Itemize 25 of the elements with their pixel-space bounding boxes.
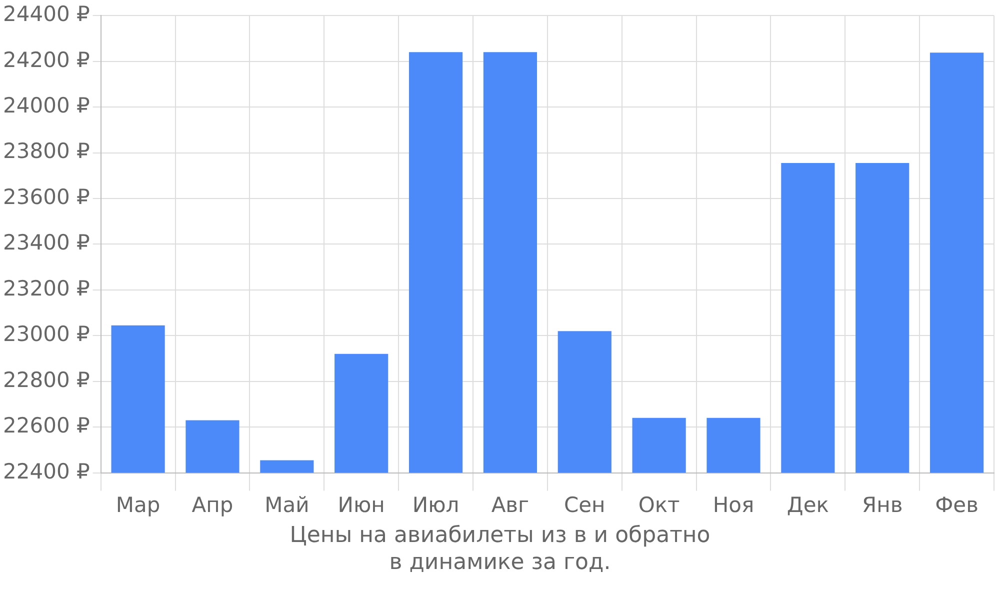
- x-tick-label: Авг: [491, 492, 530, 517]
- x-tick-label: Июн: [338, 492, 385, 517]
- y-tick-label: 22600 ₽: [2, 414, 90, 438]
- x-tick-label: Дек: [786, 492, 829, 517]
- y-tick-label: 24000 ₽: [2, 93, 90, 118]
- y-tick-label: 23800 ₽: [2, 139, 90, 164]
- y-tick-label: 24200 ₽: [2, 48, 90, 72]
- y-tick-label: 23200 ₽: [2, 276, 90, 300]
- y-tick-label: 23000 ₽: [2, 322, 90, 346]
- x-tick-label: Ноя: [712, 492, 754, 517]
- y-tick-label: 24400 ₽: [2, 2, 90, 26]
- x-tick-label: Май: [264, 492, 310, 517]
- x-tick-label: Фев: [935, 492, 978, 517]
- x-tick-label: Июл: [412, 492, 460, 517]
- y-tick-label: 22800 ₽: [2, 368, 90, 392]
- y-tick-label: 23400 ₽: [2, 230, 90, 255]
- x-tick-label: Мар: [116, 492, 160, 517]
- x-tick-label: Сен: [564, 492, 606, 517]
- x-tick-label: Янв: [862, 492, 903, 517]
- y-tick-label: 22400 ₽: [2, 459, 90, 484]
- y-tick-label: 23600 ₽: [2, 184, 90, 209]
- x-tick-label: Окт: [638, 492, 680, 517]
- x-axis-title: Цены на авиабилеты из в и обратно: [288, 522, 712, 549]
- text: в динамике за год.: [388, 549, 612, 576]
- x-tick-label: Апр: [192, 492, 234, 517]
